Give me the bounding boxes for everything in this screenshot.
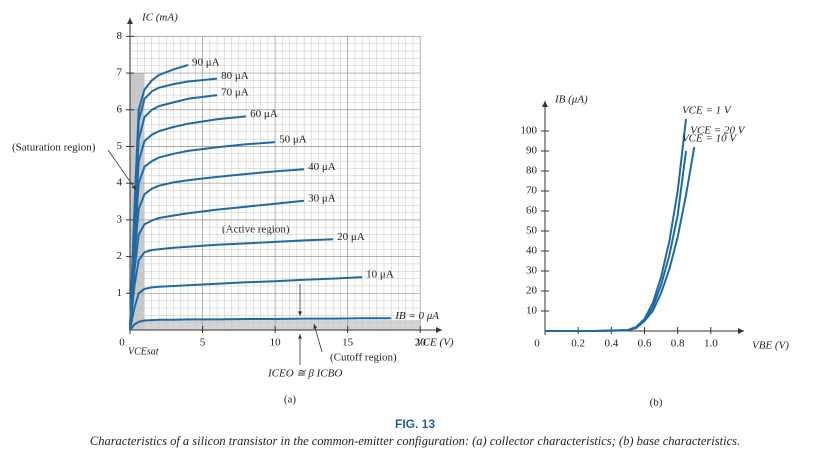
curve-label: 70 μA (221, 87, 249, 99)
annotation: (Active region) (222, 224, 290, 236)
curve-label: VCE = 1 V (682, 105, 732, 117)
curve (545, 146, 696, 332)
y-tick-label: 1 (117, 287, 123, 299)
y-tick-label: 4 (117, 177, 123, 189)
x-tick-label: 1.0 (704, 338, 718, 350)
curve-label: 80 μA (221, 70, 249, 82)
curve (129, 317, 392, 331)
x-axis-label: VCE (V) (416, 337, 454, 349)
curve-label: 30 μA (308, 192, 336, 204)
x-tick-label: 0 (119, 337, 125, 349)
axis-arrow (436, 327, 442, 333)
y-tick-label: 5 (117, 140, 123, 152)
figure-label: FIG. 13 (395, 417, 435, 431)
curve-label: 50 μA (279, 134, 307, 146)
x-axis-label: VBE (V) (752, 340, 789, 352)
panel-label: (a) (284, 394, 297, 406)
curve (129, 64, 189, 331)
curve (545, 150, 687, 332)
pointer-head (298, 311, 302, 316)
y-tick-label: 6 (117, 103, 123, 115)
y-tick-label: 10 (526, 305, 538, 317)
curve (129, 238, 334, 331)
curve-label: 40 μA (308, 161, 336, 173)
y-tick-label: 100 (521, 125, 538, 137)
x-tick-label: 0 (534, 338, 540, 350)
curve (129, 199, 305, 331)
y-tick-label: 80 (526, 165, 538, 177)
y-axis-label: IC (mA) (141, 12, 178, 24)
curve-label: 60 μA (250, 108, 278, 120)
x-tick-label: 15 (342, 337, 354, 349)
x-tick-label: 0.6 (638, 338, 652, 350)
y-tick-label: 2 (117, 250, 123, 262)
pointer-head (313, 324, 318, 329)
curve (545, 118, 687, 332)
panel-label: (b) (650, 397, 663, 409)
y-tick-label: 70 (526, 185, 538, 197)
curve (129, 276, 363, 331)
caption: Characteristics of a silicon transistor … (90, 434, 740, 448)
y-tick-label: 20 (526, 285, 538, 297)
x-tick-label: 0.4 (604, 338, 618, 350)
y-tick-label: 60 (526, 205, 538, 217)
curve-label: IB = 0 μA (394, 310, 439, 322)
curve-label: VCE = 20 V (690, 125, 745, 137)
y-tick-label: 7 (117, 67, 123, 79)
curve-label: 20 μA (337, 231, 365, 243)
axis-arrow (542, 101, 548, 107)
pointer-head (298, 334, 302, 339)
x-tick-label: 20 (415, 337, 427, 349)
curve-label: VCE = 10 V (682, 133, 737, 145)
pointer (107, 149, 137, 191)
curve-label: 90 μA (192, 57, 220, 69)
curve (129, 168, 305, 331)
y-tick-label: 40 (526, 245, 538, 257)
x-tick-label: 0.2 (571, 338, 585, 350)
cutoff-region (144, 320, 421, 330)
curve-label: 10 μA (366, 269, 394, 281)
annotation: (Cutoff region) (330, 352, 397, 364)
y-tick-label: 90 (526, 145, 538, 157)
x-tick-label: 0.8 (671, 338, 685, 350)
x-tick-label: 5 (200, 337, 206, 349)
axis-arrow (738, 328, 744, 334)
pointer-head (131, 185, 136, 190)
y-tick-label: 50 (526, 225, 538, 237)
y-tick-label: 8 (117, 30, 123, 42)
charts: 0 5 10 15 20 1 2 3 4 5 6 7 8 IB = 0 μA 10 μA 20 μA 30 μA… (107, 18, 746, 365)
y-tick-label: 3 (117, 213, 123, 225)
y-axis-label: IB (μA) (554, 94, 588, 106)
y-tick-label: 30 (526, 265, 538, 277)
axis-arrow (127, 18, 133, 24)
annotation: (Saturation region) (12, 142, 96, 154)
annotation: VCEsat (128, 346, 159, 357)
curve (129, 141, 276, 331)
annotation: ICEO ≅ β ICBO (267, 368, 342, 380)
pointer (313, 323, 323, 353)
x-tick-label: 10 (270, 337, 282, 349)
